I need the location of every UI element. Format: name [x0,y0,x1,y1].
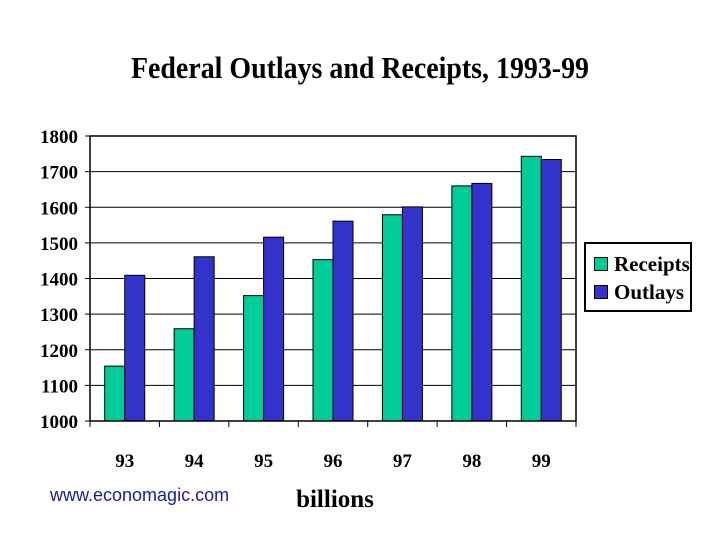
bar-outlays-99 [540,159,562,422]
source-watermark: www.economagic.com [50,485,230,505]
y-tick-label: 1400 [40,270,78,291]
y-tick-label: 1800 [40,127,78,148]
y-tick-label: 1200 [40,341,78,362]
bar-receipts-94 [173,328,195,422]
bar-receipts-95 [243,295,265,422]
y-tick-label: 1100 [41,376,78,397]
bar-receipts-99 [520,155,542,422]
x-tick-label: 93 [115,451,134,472]
x-tick-label: 96 [324,451,343,472]
x-tick-label: 94 [185,451,205,472]
legend-label-outlays: Outlays [614,279,685,304]
legend-label-receipts: Receipts [614,251,690,276]
x-tick-labels: 93 94 95 96 97 98 99 [115,451,551,472]
y-tick-label: 1300 [40,305,78,326]
x-tick-label: 99 [532,451,551,472]
legend-swatch-outlays [594,285,608,299]
legend: Receipts Outlays [584,242,692,312]
x-axis-label: billions [296,486,374,513]
legend-item-outlays: Outlays [594,280,684,304]
y-tick-label: 1600 [40,198,78,219]
bar-outlays-97 [401,206,423,422]
chart-title: Federal Outlays and Receipts, 1993-99 [130,50,589,85]
x-tick-label: 97 [393,451,413,472]
bar-outlays-98 [471,182,493,422]
bar-outlays-96 [332,220,354,422]
bar-receipts-93 [104,365,126,422]
y-tick-label: 1700 [40,163,78,184]
y-tick-label: 1000 [40,412,78,433]
y-tick-labels: 1000 1100 1200 1300 1400 1500 1600 1700 1800 [40,127,78,433]
bar-outlays-93 [124,274,146,422]
bar-receipts-96 [312,259,334,422]
x-tick-label: 95 [254,451,273,472]
bar-outlays-95 [263,236,285,422]
y-tick-label: 1500 [40,234,78,255]
bar-receipts-97 [381,214,403,422]
x-tick-label: 98 [462,451,481,472]
legend-item-receipts: Receipts [594,252,690,276]
legend-swatch-receipts [594,257,608,271]
bar-receipts-98 [451,185,473,422]
axes [85,135,577,427]
bar-outlays-94 [193,256,215,422]
